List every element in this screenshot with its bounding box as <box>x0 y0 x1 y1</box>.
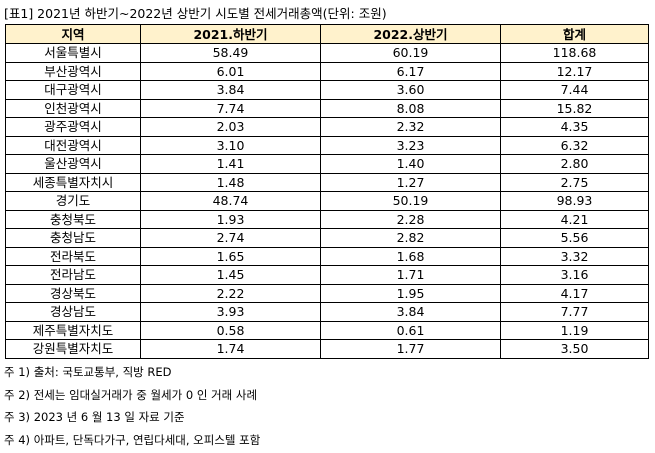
value-cell: 6.32 <box>501 136 649 155</box>
value-cell: 7.74 <box>141 99 321 118</box>
value-cell: 5.56 <box>501 229 649 248</box>
value-cell: 4.35 <box>501 118 649 137</box>
value-cell: 1.71 <box>321 266 501 285</box>
value-cell: 3.84 <box>321 303 501 322</box>
value-cell: 1.77 <box>321 340 501 359</box>
value-cell: 3.93 <box>141 303 321 322</box>
value-cell: 118.68 <box>501 44 649 63</box>
value-cell: 2.80 <box>501 155 649 174</box>
region-cell: 충청북도 <box>6 210 141 229</box>
value-cell: 2.74 <box>141 229 321 248</box>
value-cell: 4.17 <box>501 284 649 303</box>
note: 주 2) 전세는 임대실거래가 중 월세가 0 인 거래 사례 <box>4 386 260 409</box>
header-cell: 합계 <box>501 25 649 44</box>
value-cell: 1.68 <box>321 247 501 266</box>
value-cell: 3.84 <box>141 81 321 100</box>
value-cell: 15.82 <box>501 99 649 118</box>
region-cell: 제주특별자치도 <box>6 321 141 340</box>
value-cell: 1.40 <box>321 155 501 174</box>
value-cell: 1.19 <box>501 321 649 340</box>
table-title: [표1] 2021년 하반기~2022년 상반기 시도별 전세거래총액(단위: … <box>4 3 387 22</box>
value-cell: 0.58 <box>141 321 321 340</box>
value-cell: 58.49 <box>141 44 321 63</box>
region-cell: 인천광역시 <box>6 99 141 118</box>
value-cell: 4.21 <box>501 210 649 229</box>
header-cell: 2022.상반기 <box>321 25 501 44</box>
region-cell: 대전광역시 <box>6 136 141 155</box>
value-cell: 2.32 <box>321 118 501 137</box>
region-cell: 경기도 <box>6 192 141 211</box>
region-cell: 경상북도 <box>6 284 141 303</box>
region-cell: 경상남도 <box>6 303 141 322</box>
value-cell: 3.23 <box>321 136 501 155</box>
region-cell: 광주광역시 <box>6 118 141 137</box>
value-cell: 50.19 <box>321 192 501 211</box>
value-cell: 98.93 <box>501 192 649 211</box>
value-cell: 3.32 <box>501 247 649 266</box>
note: 주 1) 출처: 국토교통부, 직방 RED <box>4 363 260 386</box>
value-cell: 3.60 <box>321 81 501 100</box>
value-cell: 1.45 <box>141 266 321 285</box>
value-cell: 2.75 <box>501 173 649 192</box>
value-cell: 3.10 <box>141 136 321 155</box>
value-cell: 60.19 <box>321 44 501 63</box>
value-cell: 6.01 <box>141 62 321 81</box>
value-cell: 48.74 <box>141 192 321 211</box>
value-cell: 2.03 <box>141 118 321 137</box>
value-cell: 6.17 <box>321 62 501 81</box>
region-cell: 전라북도 <box>6 247 141 266</box>
region-cell: 부산광역시 <box>6 62 141 81</box>
region-cell: 전라남도 <box>6 266 141 285</box>
note: 주 4) 아파트, 단독다가구, 연립다세대, 오피스텔 포함 <box>4 431 260 453</box>
value-cell: 2.28 <box>321 210 501 229</box>
value-cell: 1.41 <box>141 155 321 174</box>
value-cell: 1.65 <box>141 247 321 266</box>
region-cell: 울산광역시 <box>6 155 141 174</box>
value-cell: 12.17 <box>501 62 649 81</box>
region-cell: 서울특별시 <box>6 44 141 63</box>
value-cell: 1.74 <box>141 340 321 359</box>
value-cell: 2.82 <box>321 229 501 248</box>
header-cell: 2021.하반기 <box>141 25 321 44</box>
region-cell: 강원특별자치도 <box>6 340 141 359</box>
value-cell: 1.95 <box>321 284 501 303</box>
value-cell: 7.77 <box>501 303 649 322</box>
value-cell: 1.48 <box>141 173 321 192</box>
value-cell: 7.44 <box>501 81 649 100</box>
region-cell: 충청남도 <box>6 229 141 248</box>
value-cell: 8.08 <box>321 99 501 118</box>
region-cell: 세종특별자치시 <box>6 173 141 192</box>
value-cell: 3.16 <box>501 266 649 285</box>
value-cell: 0.61 <box>321 321 501 340</box>
note: 주 3) 2023 년 6 월 13 일 자료 기준 <box>4 408 260 431</box>
region-cell: 대구광역시 <box>6 81 141 100</box>
value-cell: 1.27 <box>321 173 501 192</box>
value-cell: 1.93 <box>141 210 321 229</box>
value-cell: 2.22 <box>141 284 321 303</box>
value-cell: 3.50 <box>501 340 649 359</box>
header-cell: 지역 <box>6 25 141 44</box>
